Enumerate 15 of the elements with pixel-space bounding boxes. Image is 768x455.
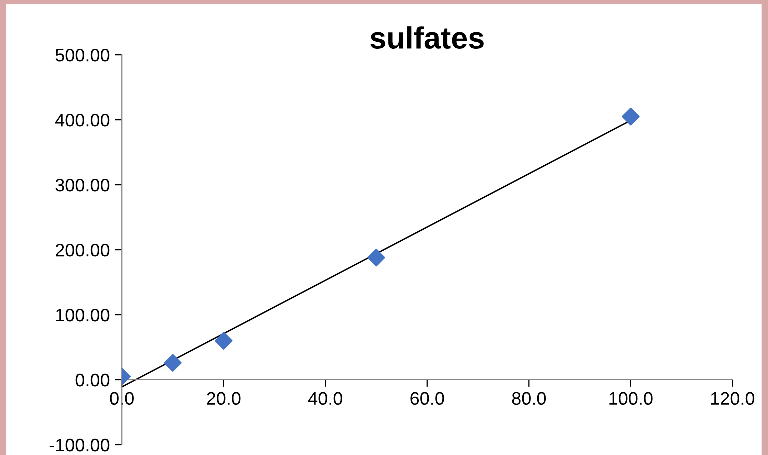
x-tick-label: 40.0 xyxy=(308,392,342,406)
x-tick-label: 0.0 xyxy=(110,392,134,406)
x-tick-label: 60.0 xyxy=(410,392,444,406)
y-tick-label: 200.00 xyxy=(56,244,110,257)
y-tick-label: 500.00 xyxy=(56,48,110,62)
x-tick-label: 120.0 xyxy=(711,392,755,406)
x-tick-label: 80.0 xyxy=(512,392,546,406)
x-tick-label: 20.0 xyxy=(207,392,241,406)
y-tick-label: 0.00 xyxy=(76,374,110,387)
y-tick-label: -100.00 xyxy=(50,438,110,452)
y-tick-label: 300.00 xyxy=(56,178,110,192)
y-tick-label: 400.00 xyxy=(56,114,110,127)
x-tick-label: 100.0 xyxy=(610,392,653,406)
y-tick-label: 100.00 xyxy=(56,308,110,322)
chart-title: sulfates xyxy=(370,26,484,50)
